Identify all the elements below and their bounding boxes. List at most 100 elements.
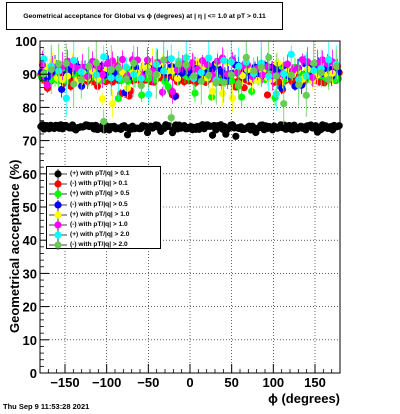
data-point (232, 132, 240, 140)
y-tick-label: 30 (23, 266, 37, 281)
data-point (182, 61, 190, 69)
data-point (325, 56, 333, 64)
data-point (152, 71, 160, 79)
data-point (250, 67, 258, 75)
data-point (47, 65, 55, 74)
data-point (218, 89, 227, 97)
data-point (233, 68, 242, 76)
y-tick-label: 100 (15, 34, 37, 49)
data-point (63, 72, 72, 80)
timestamp: Thu Sep 9 11:53:28 2021 (3, 402, 90, 411)
data-point (310, 59, 318, 67)
data-point (238, 93, 246, 101)
legend-marker (49, 179, 67, 190)
data-point (235, 79, 243, 88)
data-point (212, 78, 220, 87)
data-point (293, 64, 302, 72)
legend-entry: (+) with pT/|q| > 0.1 (47, 169, 160, 179)
data-point (62, 94, 70, 102)
data-point (175, 60, 183, 68)
data-point (158, 88, 167, 96)
legend-label: (-) with pT/|q| > 0.5 (70, 200, 128, 208)
legend-label: (+) with pT/|q| > 2.0 (70, 231, 130, 239)
data-point (137, 81, 145, 90)
data-point (100, 117, 108, 126)
data-point (138, 91, 146, 99)
y-tick-label: 0 (30, 366, 37, 381)
data-point (83, 72, 92, 81)
data-point (145, 90, 153, 98)
y-tick-label: 50 (23, 200, 37, 215)
data-point (235, 62, 243, 70)
y-tick-label: 10 (23, 333, 37, 348)
data-point (115, 64, 123, 72)
legend-label: (-) with pT/|q| > 0.1 (70, 180, 128, 188)
data-point (208, 87, 217, 95)
data-point (188, 59, 197, 67)
data-point (108, 100, 117, 108)
data-point (198, 57, 207, 65)
y-axis-label: Geometrical acceptance (%) (7, 159, 22, 333)
y-tick-label: 60 (23, 167, 37, 182)
data-point (43, 81, 52, 89)
y-tick-label: 20 (23, 300, 37, 315)
x-tick-label: 0 (186, 375, 193, 390)
data-point (263, 63, 272, 71)
data-point (203, 61, 212, 69)
data-point (108, 57, 117, 65)
data-point (283, 60, 292, 68)
data-point (317, 69, 325, 77)
x-tick-label: −150 (50, 375, 79, 390)
legend-entry: (+) with pT/|q| > 2.0 (47, 230, 160, 241)
data-point (40, 55, 48, 63)
data-point (220, 56, 228, 65)
data-point (334, 75, 342, 83)
x-tick-label: 50 (224, 375, 238, 390)
data-point (278, 84, 286, 92)
data-point (265, 53, 273, 62)
data-point (318, 56, 327, 64)
data-point (335, 122, 343, 130)
data-point (227, 71, 235, 79)
data-point (242, 53, 250, 62)
data-point (164, 83, 172, 91)
data-point (85, 63, 93, 71)
data-point (332, 62, 340, 71)
data-point (62, 59, 70, 67)
data-point (228, 94, 237, 102)
data-point (280, 70, 288, 78)
data-point (167, 114, 175, 122)
data-point (208, 66, 216, 74)
data-point (92, 59, 100, 67)
data-point (130, 59, 138, 67)
x-axis-label: ϕ (degrees) (268, 391, 340, 406)
data-point (70, 80, 78, 88)
legend-marker (49, 220, 67, 230)
data-point (143, 56, 152, 64)
data-point (265, 72, 273, 80)
legend-marker (49, 230, 67, 241)
data-point (258, 71, 267, 79)
data-point (122, 75, 130, 83)
data-point (205, 71, 213, 79)
x-tick-label: 100 (262, 375, 284, 390)
data-point (98, 71, 107, 79)
x-tick-label: −50 (137, 375, 159, 390)
data-point (173, 66, 182, 74)
x-tick-label: 150 (304, 375, 326, 390)
chart-title: Geometrical acceptance for Global vs ϕ (… (6, 2, 283, 30)
data-point (272, 72, 280, 80)
series-0 (37, 121, 343, 140)
y-tick-label: 40 (23, 233, 37, 248)
data-point (325, 76, 333, 84)
series-7 (40, 41, 340, 134)
data-point (145, 68, 153, 76)
data-point (118, 55, 127, 64)
legend-marker (49, 199, 67, 210)
data-point (168, 87, 177, 96)
data-point (205, 54, 213, 62)
data-point (220, 78, 228, 86)
legend-marker (49, 189, 67, 200)
legend-label: (+) with pT/|q| > 0.5 (70, 190, 130, 198)
data-point (58, 85, 66, 93)
